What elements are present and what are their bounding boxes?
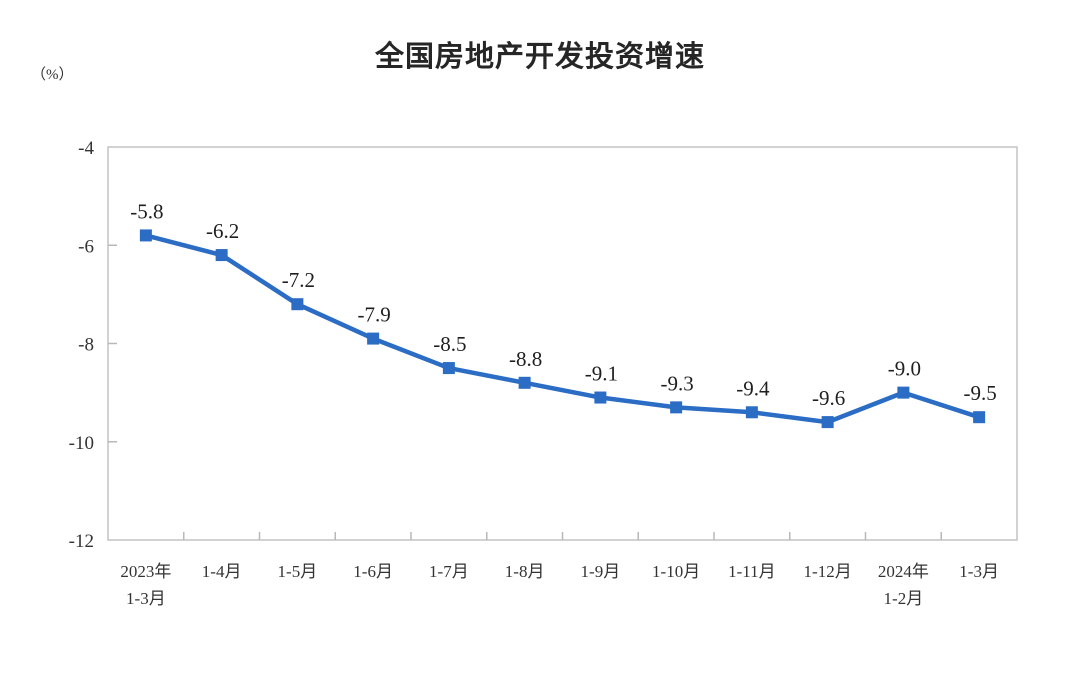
- x-axis-category-label: 1-11月: [728, 562, 776, 581]
- x-axis-category-label: 1-4月: [202, 562, 242, 581]
- data-point-marker: [139, 229, 152, 242]
- data-point-marker: [442, 362, 455, 375]
- y-axis-tick-label: -6: [78, 236, 94, 257]
- x-axis-category-label: 2024年: [878, 562, 929, 581]
- data-point-marker: [291, 298, 304, 311]
- data-point-marker: [518, 376, 531, 389]
- x-axis-category-label: 2023年: [120, 562, 171, 581]
- x-axis-category-label: 1-12月: [804, 562, 852, 581]
- y-axis-tick-label: -4: [78, 138, 94, 159]
- data-point-marker: [821, 416, 834, 429]
- data-point-marker: [367, 332, 380, 345]
- data-point-label: -9.5: [964, 381, 997, 405]
- x-axis-category-label: 1-9月: [581, 562, 621, 581]
- x-axis-category-label: 1-6月: [353, 562, 393, 581]
- data-point-marker: [745, 406, 758, 419]
- x-axis-category-label: 1-3月: [959, 562, 999, 581]
- data-point-label: -8.5: [433, 332, 466, 356]
- y-axis-unit-label: （%）: [31, 67, 74, 83]
- data-point-label: -9.6: [812, 386, 845, 410]
- data-point-marker: [215, 249, 228, 262]
- data-point-label: -7.2: [282, 268, 315, 292]
- plot-border: [107, 146, 1018, 541]
- y-axis-tick-label: -10: [69, 433, 94, 454]
- data-point-label: -7.9: [358, 303, 391, 327]
- data-point-marker: [670, 401, 683, 414]
- x-axis-category-label: 1-3月: [126, 589, 166, 608]
- x-axis-category-label: 1-2月: [884, 589, 924, 608]
- x-axis-category-label: 1-8月: [505, 562, 545, 581]
- data-point-label: -5.8: [130, 199, 163, 223]
- data-point-label: -9.3: [661, 371, 694, 395]
- chart-title: 全国房地产开发投资增速: [374, 41, 705, 73]
- x-axis-category-label: 1-5月: [278, 562, 318, 581]
- data-point-label: -9.0: [888, 357, 921, 381]
- data-point-label: -9.4: [736, 376, 770, 400]
- data-point-label: -6.2: [206, 219, 239, 243]
- y-axis-tick-label: -12: [69, 531, 94, 552]
- data-point-label: -8.8: [509, 347, 542, 371]
- x-axis-category-label: 1-10月: [652, 562, 700, 581]
- data-point-marker: [594, 391, 607, 404]
- data-point-marker: [973, 411, 986, 424]
- data-point-marker: [897, 386, 910, 399]
- chart-line: [143, 233, 982, 425]
- data-point-label: -9.1: [585, 362, 618, 386]
- x-axis-category-label: 1-7月: [429, 562, 469, 581]
- y-axis-tick-label: -8: [78, 335, 94, 356]
